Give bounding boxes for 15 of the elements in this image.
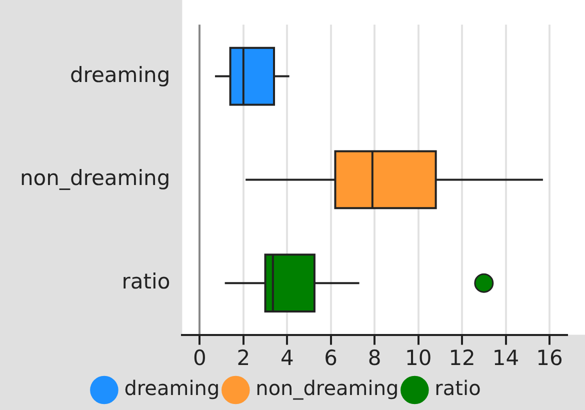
y-tick-label: ratio <box>122 270 170 294</box>
x-tick-label: 10 <box>404 346 432 370</box>
x-tick-label: 16 <box>536 346 563 370</box>
x-tick-label: 14 <box>492 346 520 370</box>
legend-label: ratio <box>434 376 481 400</box>
x-tick-label: 6 <box>324 346 338 370</box>
legend-label: non_dreaming <box>256 376 399 400</box>
legend-label: dreaming <box>124 376 220 400</box>
x-tick-label: 12 <box>448 346 476 370</box>
x-tick-label: 8 <box>368 346 382 370</box>
x-tick-label: 4 <box>280 346 294 370</box>
y-tick-label: non_dreaming <box>20 166 170 190</box>
y-tick-label: dreaming <box>70 62 170 87</box>
x-tick-label: 2 <box>236 346 250 370</box>
x-tick-label: 0 <box>192 346 206 370</box>
